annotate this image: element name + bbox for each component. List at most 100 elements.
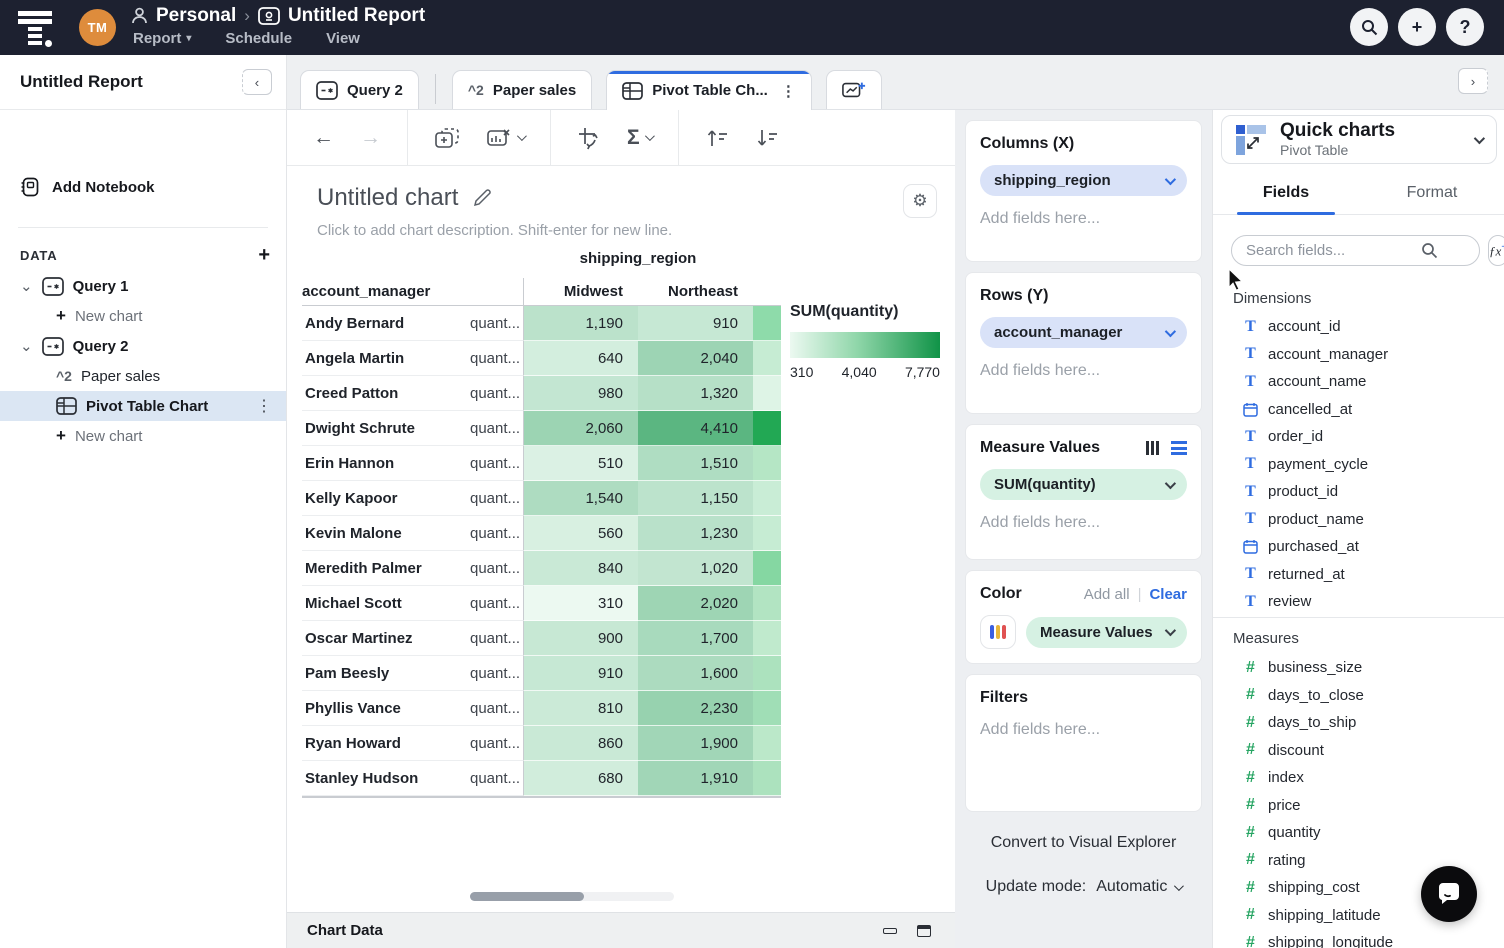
help-button[interactable]: ? <box>1446 8 1484 46</box>
breadcrumb-report[interactable]: Untitled Report <box>288 5 425 27</box>
remove-chart-type-button[interactable] <box>486 127 524 149</box>
search-fields-input[interactable] <box>1231 235 1480 266</box>
chart-description-placeholder[interactable]: Click to add chart description. Shift-en… <box>317 222 672 239</box>
measure-discount[interactable]: #discount <box>1213 737 1504 765</box>
row-label[interactable]: Kevin Malone <box>302 516 460 551</box>
row-label[interactable]: Oscar Martinez <box>302 621 460 656</box>
edit-pencil-icon[interactable] <box>472 188 492 208</box>
dimension-review[interactable]: Treview <box>1213 588 1504 616</box>
row-label[interactable]: Phyllis Vance <box>302 691 460 726</box>
sidebar-item-paper-sales[interactable]: ^2Paper sales <box>0 361 286 391</box>
undo-button[interactable]: ← <box>313 127 334 148</box>
row-label[interactable]: Andy Bernard <box>302 306 460 341</box>
maximize-icon[interactable] <box>917 925 931 937</box>
kebab-menu-icon[interactable]: ⋮ <box>256 396 272 416</box>
row-label[interactable]: Meredith Palmer <box>302 551 460 586</box>
add-button[interactable]: + <box>1398 8 1436 46</box>
minimize-icon[interactable] <box>883 928 897 934</box>
dimension-returned_at[interactable]: Treturned_at <box>1213 561 1504 589</box>
tab-fields[interactable]: Fields <box>1213 172 1359 214</box>
measure-business_size[interactable]: #business_size <box>1213 654 1504 682</box>
menu-view[interactable]: View <box>326 30 360 47</box>
row-label[interactable]: Pam Beesly <box>302 656 460 691</box>
breadcrumb-workspace[interactable]: Personal <box>156 5 236 27</box>
add-data-button[interactable]: + <box>258 245 270 265</box>
convert-to-visual-explorer-button[interactable]: Convert to Visual Explorer <box>991 834 1177 852</box>
rows-y-placeholder[interactable]: Add fields here... <box>980 362 1187 380</box>
dimension-product_name[interactable]: Tproduct_name <box>1213 506 1504 534</box>
chart-data-bar[interactable]: Chart Data <box>287 912 955 948</box>
measure-values-placeholder[interactable]: Add fields here... <box>980 514 1187 532</box>
app-logo-icon[interactable] <box>18 9 58 47</box>
tab-format[interactable]: Format <box>1359 172 1504 214</box>
sidebar-item-pivot-table-chart[interactable]: Pivot Table Chart⋮ <box>0 391 286 421</box>
collapse-sidebar-button[interactable]: ‹ <box>242 69 272 95</box>
add-all-link[interactable]: Add all <box>1084 586 1130 603</box>
columns-x-placeholder[interactable]: Add fields here... <box>980 210 1187 228</box>
new-chart-tab-button[interactable] <box>826 70 882 109</box>
sort-ascending-button[interactable] <box>705 128 729 148</box>
row-label[interactable]: Creed Patton <box>302 376 460 411</box>
dimension-payment_cycle[interactable]: Tpayment_cycle <box>1213 451 1504 479</box>
sidebar-item-query-1[interactable]: ⌄Query 1 <box>0 271 286 301</box>
add-notebook-button[interactable]: Add Notebook <box>20 177 155 197</box>
measure-price[interactable]: #price <box>1213 792 1504 820</box>
row-label[interactable]: Dwight Schrute <box>302 411 460 446</box>
chevron-expand-icon[interactable]: ⌄ <box>20 337 33 355</box>
redo-button[interactable]: → <box>360 127 381 148</box>
dimension-account_id[interactable]: Taccount_id <box>1213 313 1504 341</box>
dimension-account_manager[interactable]: Taccount_manager <box>1213 341 1504 369</box>
row-label[interactable]: Michael Scott <box>302 586 460 621</box>
field-pill-sum-quantity[interactable]: SUM(quantity) <box>980 469 1187 500</box>
dimension-account_name[interactable]: Taccount_name <box>1213 368 1504 396</box>
sort-descending-button[interactable] <box>755 128 779 148</box>
collapse-right-panel-button[interactable]: › <box>1458 68 1488 94</box>
scrollbar-thumb[interactable] <box>470 892 584 901</box>
measure-days_to_close[interactable]: #days_to_close <box>1213 682 1504 710</box>
duplicate-chart-button[interactable] <box>434 127 460 149</box>
row-label[interactable]: Stanley Hudson <box>302 761 460 796</box>
row-layout-icon[interactable] <box>1171 441 1187 455</box>
aggregate-button[interactable]: Σ <box>627 126 652 150</box>
row-label[interactable]: Ryan Howard <box>302 726 460 761</box>
sidebar-new-chart-button[interactable]: +New chart <box>0 301 286 331</box>
color-palette-icon[interactable] <box>980 615 1016 649</box>
horizontal-scrollbar[interactable] <box>470 892 674 901</box>
dimension-order_id[interactable]: Torder_id <box>1213 423 1504 451</box>
measure-quantity[interactable]: #quantity <box>1213 819 1504 847</box>
tab-kebab-icon[interactable]: ⋮ <box>781 82 796 100</box>
tab-paper-sales[interactable]: ^2Paper sales <box>452 70 592 109</box>
filters-placeholder[interactable]: Add fields here... <box>980 721 1187 739</box>
row-label[interactable]: Erin Hannon <box>302 446 460 481</box>
tab-pivot-table-ch-[interactable]: Pivot Table Ch...⋮ <box>606 70 812 110</box>
chevron-expand-icon[interactable]: ⌄ <box>20 277 33 295</box>
chart-title[interactable]: Untitled chart <box>317 184 492 212</box>
avatar[interactable]: TM <box>79 9 116 46</box>
dimension-product_id[interactable]: Tproduct_id <box>1213 478 1504 506</box>
dimension-purchased_at[interactable]: purchased_at <box>1213 533 1504 561</box>
field-pill-shipping-region[interactable]: shipping_region <box>980 165 1187 196</box>
color-field-pill[interactable]: Measure Values <box>1026 617 1187 648</box>
add-formula-button[interactable]: ƒx+ <box>1488 235 1504 266</box>
quick-charts-dropdown[interactable]: Quick charts Pivot Table <box>1221 115 1497 164</box>
search-button[interactable] <box>1350 8 1388 46</box>
measure-index[interactable]: #index <box>1213 764 1504 792</box>
sidebar-item-query-2[interactable]: ⌄Query 2 <box>0 331 286 361</box>
column-layout-icon[interactable] <box>1146 441 1159 455</box>
measure-days_to_ship[interactable]: #days_to_ship <box>1213 709 1504 737</box>
field-pill-account-manager[interactable]: account_manager <box>980 317 1187 348</box>
sidebar-new-chart-button[interactable]: +New chart <box>0 421 286 451</box>
dimension-cancelled_at[interactable]: cancelled_at <box>1213 396 1504 424</box>
menu-schedule[interactable]: Schedule <box>225 30 292 47</box>
rows-y-title: Rows (Y) <box>980 287 1187 305</box>
chart-settings-button[interactable]: ⚙ <box>903 184 937 218</box>
row-label[interactable]: Angela Martin <box>302 341 460 376</box>
help-chat-button[interactable] <box>1421 866 1477 922</box>
menu-report[interactable]: Report▾ <box>133 30 191 47</box>
swap-axes-button[interactable] <box>577 126 601 150</box>
update-mode-dropdown[interactable]: Automatic <box>1096 878 1181 896</box>
tab-query-2[interactable]: Query 2 <box>300 70 419 109</box>
row-label[interactable]: Kelly Kapoor <box>302 481 460 516</box>
clear-link[interactable]: Clear <box>1149 586 1187 603</box>
measure-shipping_longitude[interactable]: #shipping_longitude <box>1213 929 1504 948</box>
